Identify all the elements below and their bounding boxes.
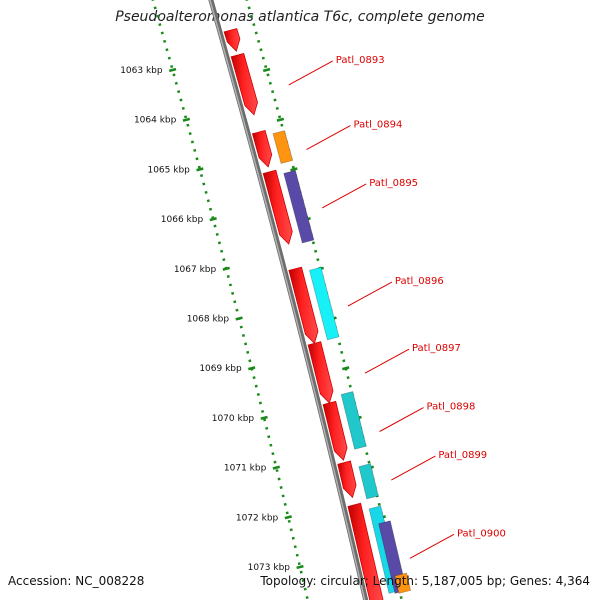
- gene-leader-line: [288, 60, 334, 86]
- feature-track: [272, 130, 412, 594]
- feature-bar: [308, 266, 340, 341]
- tick-label: 1073 kbp: [248, 563, 291, 573]
- major-tick-outer: [196, 167, 204, 172]
- major-tick-outer: [296, 564, 304, 570]
- tick-label: 1070 kbp: [212, 414, 255, 424]
- gene-leader-line: [364, 348, 410, 374]
- major-tick-outer: [235, 316, 243, 321]
- gene-labels: Patl_0893 Patl_0894 Patl_0895 Patl_0896 Patl…: [288, 55, 506, 559]
- major-tick-outer: [182, 117, 191, 122]
- tick-label: 1066 kbp: [161, 215, 204, 225]
- gene-label: Patl_0895: [369, 178, 418, 189]
- gene-arrow: [230, 52, 258, 116]
- major-tick-outer: [209, 216, 217, 222]
- feature-bar: [283, 169, 315, 244]
- gene-arrow: [223, 28, 241, 52]
- gene-track: [223, 28, 384, 600]
- tick-label: 1067 kbp: [174, 265, 217, 275]
- major-tick-inner: [262, 67, 271, 73]
- tick-label: 1065 kbp: [147, 165, 190, 175]
- genome-backbone: [208, 0, 369, 600]
- gene-label: Patl_0899: [438, 450, 487, 461]
- gene-arrow: [288, 266, 319, 345]
- major-tick-outer: [168, 67, 177, 73]
- feature-bar: [272, 130, 294, 164]
- gene-leader-line: [321, 183, 367, 209]
- genome-summary: Topology: circular; Length: 5,187,005 bp…: [260, 574, 590, 588]
- gene-label: Patl_0900: [457, 528, 506, 539]
- outer-tick-ruler: [151, 0, 310, 600]
- gene-label: Patl_0898: [427, 402, 476, 413]
- gene-leader-line: [347, 281, 393, 307]
- feature-bar: [394, 572, 412, 594]
- backbone-line: [208, 0, 369, 600]
- tick-label: 1072 kbp: [236, 513, 279, 523]
- tick-label: 1069 kbp: [199, 364, 242, 374]
- feature-bar: [340, 391, 367, 450]
- gene-leader-line: [391, 455, 436, 481]
- gene-arrow: [347, 502, 384, 600]
- backbone-highlight: [209, 0, 366, 600]
- gene-label: Patl_0894: [353, 120, 402, 131]
- gene-arrow: [262, 169, 293, 245]
- gene-label: Patl_0896: [395, 276, 444, 287]
- tick-label: 1068 kbp: [187, 315, 230, 325]
- accession-label: Accession: NC_008228: [8, 574, 145, 588]
- gene-arrow: [337, 460, 357, 499]
- tick-label: 1064 kbp: [134, 116, 177, 126]
- major-tick-outer: [222, 266, 230, 271]
- tick-label: 1063 kbp: [120, 66, 163, 76]
- major-tick-inner: [290, 167, 298, 172]
- tick-label: 1071 kbp: [224, 464, 267, 474]
- map-title: Pseudoalteromonas atlantica T6c, complet…: [115, 9, 485, 25]
- major-tick-outer: [248, 366, 256, 371]
- gene-label: Patl_0893: [336, 55, 385, 66]
- gene-label: Patl_0897: [412, 343, 461, 354]
- gene-arrow: [307, 341, 334, 404]
- major-tick-outer: [260, 415, 268, 421]
- gene-leader-line: [409, 533, 455, 559]
- gene-leader-line: [379, 407, 424, 433]
- gene-arrow: [322, 400, 348, 461]
- major-tick-inner: [342, 366, 350, 371]
- feature-bar: [358, 463, 379, 500]
- major-tick-outer: [272, 465, 281, 470]
- gene-arrow: [251, 130, 273, 168]
- major-tick-inner: [276, 117, 285, 122]
- major-tick-outer: [284, 515, 292, 520]
- gene-leader-line: [306, 125, 351, 150]
